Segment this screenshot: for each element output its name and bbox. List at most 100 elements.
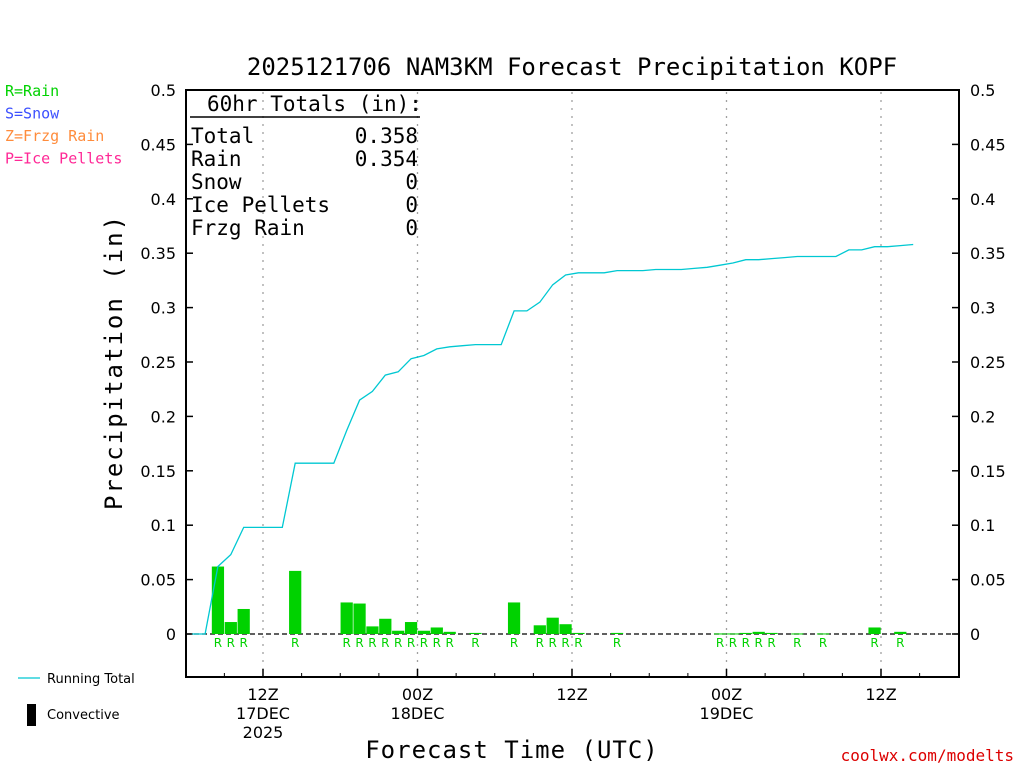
- y-tick-label-left: 0.5: [151, 81, 176, 100]
- totals-label: Frzg Rain: [191, 216, 305, 240]
- precip-type-marker: R: [896, 636, 904, 650]
- y-tick-label-left: 0: [166, 625, 176, 644]
- totals-value: 0: [405, 216, 418, 240]
- precip-type-marker: R: [214, 636, 222, 650]
- precip-bar: [546, 617, 559, 634]
- x-tick-label: 17DEC: [236, 704, 290, 723]
- y-tick-label-right: 0.1: [970, 516, 995, 535]
- totals-header: 60hr Totals (in):: [207, 92, 422, 116]
- legend-bar-swatch: [27, 704, 36, 726]
- precip-bar: [237, 608, 250, 634]
- precip-bar: [610, 632, 624, 634]
- precip-bar: [507, 602, 521, 634]
- totals-box: 60hr Totals (in): Total 0.358 Rain 0.354 Sno…: [190, 92, 422, 240]
- precip-type-marker: R: [716, 636, 724, 650]
- x-tick-label: 00Z: [711, 685, 742, 704]
- precip-type-marker: R: [368, 636, 376, 650]
- precip-type-marker: R: [355, 636, 363, 650]
- precip-type-marker: R: [870, 636, 878, 650]
- y-tick-label-left: 0.4: [151, 190, 176, 209]
- precip-bar: [469, 632, 482, 634]
- precip-bar: [752, 631, 765, 634]
- precip-type-legend: R=Rain S=Snow Z=Frzg Rain P=Ice Pellets: [5, 82, 122, 168]
- y-tick-label-right: 0.5: [970, 81, 995, 100]
- y-axis-right: 0.5 0.45 0.4 0.35 0.3 0.25 0.2 0.15 0.1 0.05 0: [952, 81, 1006, 644]
- totals-label: Ice Pellets: [191, 193, 330, 217]
- precip-bar: [765, 632, 778, 634]
- y-tick-label-right: 0.05: [970, 571, 1006, 590]
- type-legend-entry: S=Snow: [5, 105, 60, 123]
- y-tick-label-right: 0.2: [970, 407, 995, 426]
- precip-bar: [533, 625, 546, 634]
- precip-bar: [739, 632, 752, 634]
- x-tick-label: 00Z: [402, 685, 433, 704]
- precip-type-marker: R: [240, 636, 248, 650]
- precip-type-marker: R: [471, 636, 479, 650]
- hourly-precip-bars: [211, 566, 907, 635]
- precip-bar: [443, 631, 456, 634]
- x-tick-label: 12Z: [247, 685, 278, 704]
- precip-bar: [559, 624, 572, 634]
- precip-bar: [726, 633, 740, 635]
- y-tick-label-right: 0.4: [970, 190, 995, 209]
- x-tick-label: 19DEC: [700, 704, 754, 723]
- precip-bar: [894, 631, 907, 634]
- precip-bar: [713, 633, 727, 635]
- precip-bar: [353, 603, 366, 634]
- totals-value: 0: [405, 170, 418, 194]
- precip-type-marker: R: [819, 636, 827, 650]
- precip-type-marker: R: [793, 636, 801, 650]
- y-tick-label-left: 0.45: [140, 135, 176, 154]
- y-tick-label-left: 0.25: [140, 353, 176, 372]
- precip-bar: [572, 632, 585, 634]
- precip-bar: [224, 622, 237, 634]
- type-legend-entry: Z=Frzg Rain: [5, 127, 104, 145]
- precip-type-marker: R: [407, 636, 415, 650]
- x-tick-label: 2025: [243, 723, 284, 742]
- precip-bar: [366, 626, 379, 634]
- precip-bar: [404, 622, 418, 634]
- y-tick-label-right: 0.3: [970, 299, 995, 318]
- totals-value: 0.354: [355, 147, 418, 171]
- chart-title: 2025121706 NAM3KM Forecast Precipitation…: [247, 53, 897, 81]
- precip-bar: [417, 630, 431, 634]
- x-tick-label: 12Z: [865, 685, 896, 704]
- precip-type-marker: R: [574, 636, 582, 650]
- precip-type-marker: R: [729, 636, 737, 650]
- totals-value: 0.358: [355, 124, 418, 148]
- y-tick-label-left: 0.1: [151, 516, 176, 535]
- precip-bar: [791, 633, 804, 635]
- series-legend-entry: Convective: [47, 708, 120, 723]
- y-axis-left: 0.5 0.45 0.4 0.35 0.3 0.25 0.2 0.15 0.1 0.05 0: [140, 81, 193, 644]
- y-tick-label-left: 0.2: [151, 407, 176, 426]
- precip-bar: [392, 630, 405, 634]
- precip-type-marker: R: [227, 636, 235, 650]
- vertical-gridlines: [262, 92, 882, 675]
- precip-type-marker: R: [561, 636, 569, 650]
- y-tick-label-right: 0: [970, 625, 980, 644]
- x-tick-label: 18DEC: [391, 704, 445, 723]
- precip-bar: [289, 570, 302, 634]
- precip-bar: [816, 633, 830, 635]
- precip-type-marker: R: [549, 636, 557, 650]
- totals-value: 0: [405, 193, 418, 217]
- precip-type-marker: R: [394, 636, 402, 650]
- y-tick-label-right: 0.35: [970, 244, 1006, 263]
- precip-type-marker: R: [343, 636, 351, 650]
- y-tick-label-left: 0.35: [140, 244, 176, 263]
- y-tick-label-right: 0.25: [970, 353, 1006, 372]
- precip-type-marker: R: [446, 636, 454, 650]
- precip-bar: [430, 627, 443, 634]
- precip-type-marker: R: [767, 636, 775, 650]
- y-tick-label-right: 0.45: [970, 135, 1006, 154]
- y-tick-label-left: 0.05: [140, 571, 176, 590]
- x-axis-label: Forecast Time (UTC): [365, 736, 659, 764]
- totals-label: Total: [191, 124, 254, 148]
- y-axis-label: Precipitation (in): [100, 214, 128, 510]
- type-legend-entry: P=Ice Pellets: [5, 150, 122, 168]
- precip-type-marker: R: [420, 636, 428, 650]
- totals-label: Rain: [191, 147, 242, 171]
- y-tick-label-right: 0.15: [970, 462, 1006, 481]
